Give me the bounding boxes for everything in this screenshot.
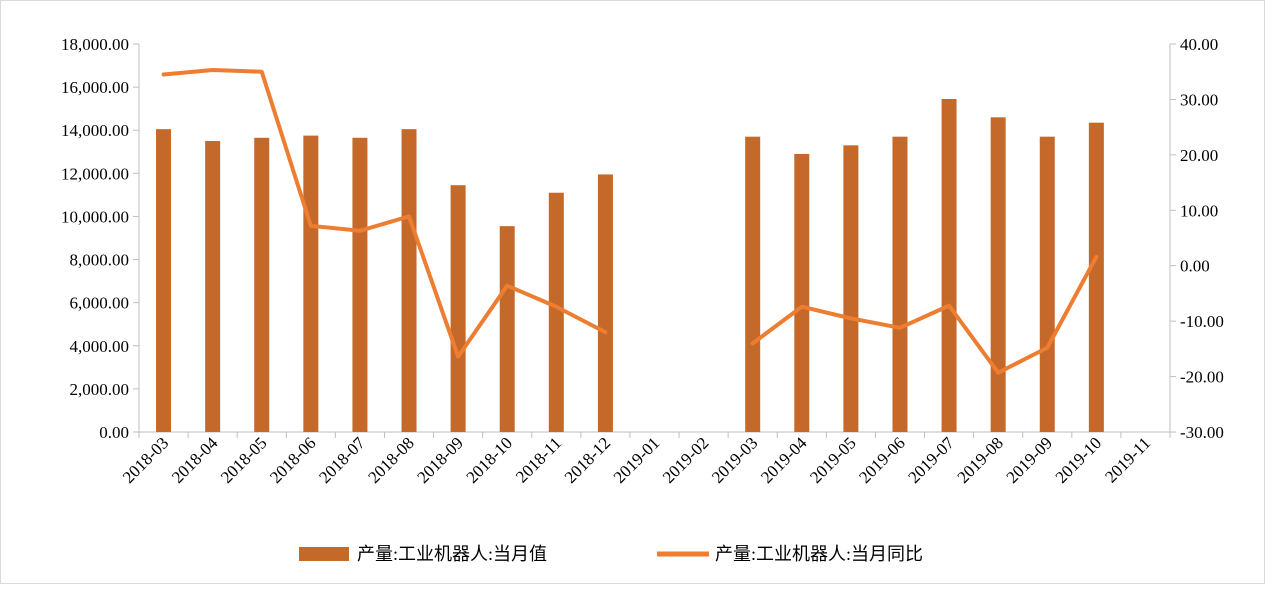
line-segment	[750, 254, 1099, 375]
bars	[156, 98, 1104, 433]
x-tick-label: 2018-11	[512, 433, 565, 486]
right-tick-label: 0.00	[1180, 257, 1210, 276]
left-tick-label: 12,000.00	[61, 164, 129, 183]
x-tick-label: 2019-03	[708, 433, 762, 487]
legend: 产量:工业机器人:当月值 产量:工业机器人:当月同比	[299, 544, 923, 564]
left-tick-label: 16,000.00	[61, 78, 129, 97]
x-axis-ticks: 2018-032018-042018-052018-062018-072018-…	[119, 432, 1171, 487]
right-axis-ticks: -30.00 -20.00 -10.00 0.00 10.00 20.00 30.00 40.…	[1170, 35, 1224, 442]
legend-label-bar: 产量:工业机器人:当月值	[357, 544, 547, 564]
x-tick-label: 2018-06	[266, 433, 320, 487]
x-tick-label: 2019-10	[1052, 433, 1106, 487]
bar	[205, 141, 221, 432]
bar	[941, 98, 957, 432]
x-tick-label: 2018-12	[561, 433, 615, 487]
bar	[156, 129, 172, 432]
x-tick-label: 2019-01	[610, 433, 664, 487]
x-tick-label: 2019-04	[757, 433, 811, 487]
bar	[794, 153, 810, 432]
left-tick-label: 0.00	[99, 423, 129, 442]
x-tick-label: 2018-04	[168, 433, 222, 487]
axes	[138, 44, 1171, 433]
bar	[548, 192, 564, 432]
bar	[843, 145, 859, 433]
x-tick-label: 2018-05	[217, 433, 271, 487]
bar	[1088, 122, 1104, 432]
right-tick-label: -20.00	[1180, 368, 1224, 387]
left-tick-label: 18,000.00	[61, 35, 129, 54]
x-tick-label: 2019-06	[855, 433, 909, 487]
legend-label-line: 产量:工业机器人:当月同比	[715, 544, 923, 564]
x-tick-label: 2019-07	[904, 433, 958, 487]
right-tick-label: 40.00	[1180, 35, 1218, 54]
left-tick-label: 8,000.00	[70, 251, 130, 270]
bar	[1039, 136, 1055, 432]
right-tick-label: -30.00	[1180, 423, 1224, 442]
left-tick-label: 6,000.00	[70, 294, 130, 313]
left-tick-label: 10,000.00	[61, 207, 129, 226]
bar	[990, 117, 1006, 433]
x-tick-label: 2018-07	[315, 433, 369, 487]
x-tick-label: 2018-08	[364, 433, 418, 487]
bar	[450, 185, 466, 432]
line-segment	[161, 68, 608, 359]
x-tick-label: 2018-10	[463, 433, 517, 487]
bar	[352, 137, 368, 432]
left-tick-label: 4,000.00	[70, 337, 130, 356]
right-tick-label: 10.00	[1180, 201, 1218, 220]
left-tick-label: 14,000.00	[61, 121, 129, 140]
x-tick-label: 2019-08	[953, 433, 1007, 487]
x-tick-label: 2019-02	[659, 433, 713, 487]
right-tick-label: 20.00	[1180, 146, 1218, 165]
bar	[303, 135, 319, 432]
right-tick-label: -10.00	[1180, 312, 1224, 331]
x-tick-label: 2019-09	[1003, 433, 1057, 487]
left-tick-label: 2,000.00	[70, 380, 130, 399]
bar	[597, 174, 613, 432]
legend-swatch-bar	[299, 547, 349, 561]
bar	[254, 137, 270, 432]
x-tick-label: 2018-09	[413, 433, 467, 487]
x-tick-label: 2019-05	[806, 433, 860, 487]
right-tick-label: 30.00	[1180, 90, 1218, 109]
x-tick-label: 2019-11	[1101, 433, 1154, 486]
bar	[499, 226, 515, 432]
bar	[892, 136, 908, 432]
bar	[745, 136, 761, 432]
bar	[401, 129, 417, 432]
line-series	[161, 68, 1099, 375]
left-axis-ticks: 0.00 2,000.00 4,000.00 6,000.00 8,000.00 10,0…	[61, 35, 139, 442]
